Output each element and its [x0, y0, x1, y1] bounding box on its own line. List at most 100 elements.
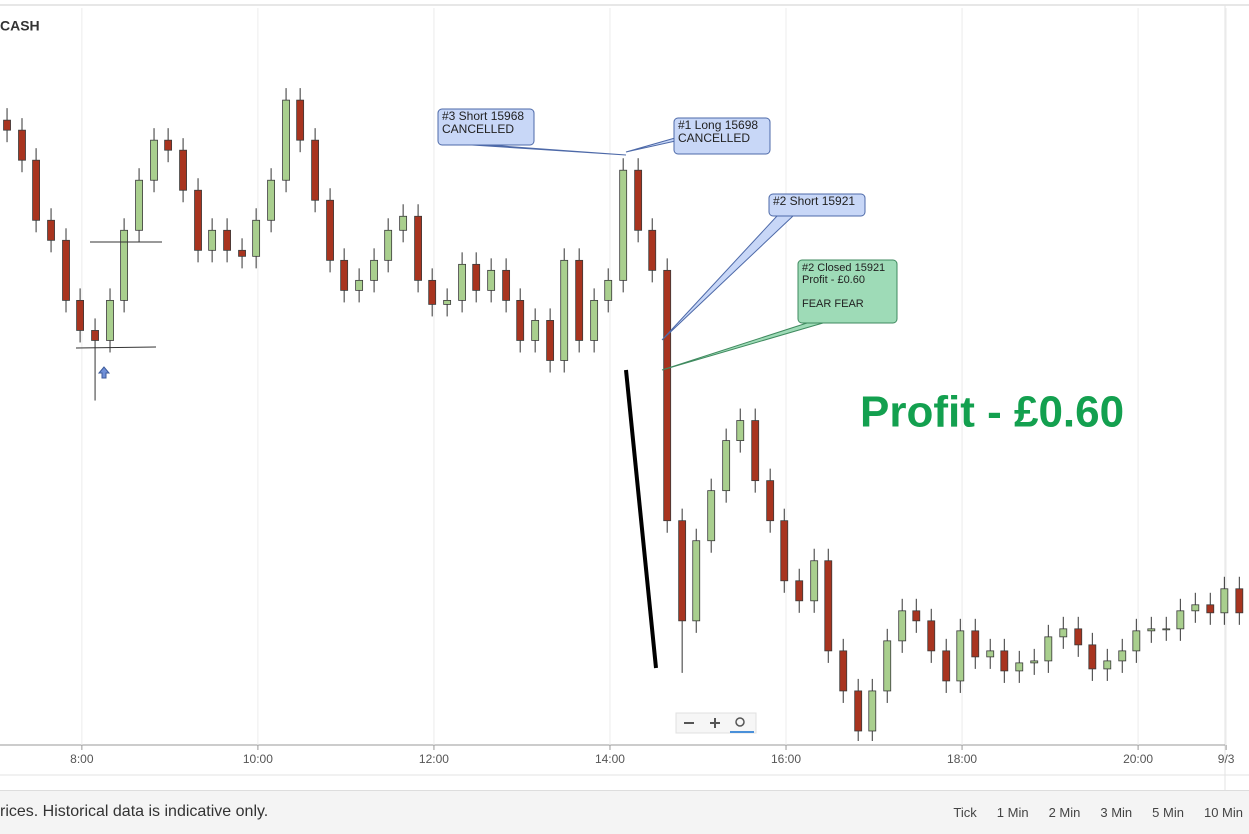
- interval-button[interactable]: Tick: [953, 805, 977, 820]
- annotation-box: [673, 117, 771, 155]
- candle-body: [707, 490, 716, 542]
- candle-body: [1044, 636, 1053, 662]
- candle-body: [824, 560, 833, 652]
- candle-body: [370, 259, 378, 281]
- candle-body: [91, 330, 99, 341]
- candle-body: [531, 320, 540, 341]
- candle-body: [868, 690, 877, 732]
- candle-body: [692, 540, 701, 622]
- annotation-text: #2 Short 15921: [773, 194, 855, 208]
- candle-body: [898, 610, 907, 642]
- candle-body: [810, 560, 819, 602]
- annotation-pointer: [661, 215, 795, 341]
- candle-body: [883, 640, 892, 692]
- candle-body: [1147, 628, 1156, 632]
- interval-button[interactable]: 2 Min: [1048, 805, 1081, 820]
- candle-body: [942, 650, 951, 682]
- candle-body: [135, 179, 143, 231]
- candle-body: [414, 215, 422, 281]
- candle-body: [854, 690, 863, 732]
- candle-body: [502, 269, 511, 301]
- zoom-reset[interactable]: [735, 717, 745, 727]
- candle-body: [575, 259, 584, 341]
- candle-body: [340, 259, 349, 291]
- x-tick-label: 8:00: [70, 752, 94, 766]
- candle-body: [1176, 610, 1185, 630]
- annotation-pointer: [471, 144, 627, 156]
- candle-body: [780, 520, 789, 582]
- candle-body: [311, 139, 320, 201]
- candle-body: [956, 630, 965, 682]
- annotation-box: [437, 108, 535, 146]
- candle-body: [1191, 604, 1200, 612]
- candle-body: [604, 279, 613, 301]
- annotation-box: [797, 259, 898, 324]
- candle-body: [927, 620, 936, 652]
- x-tick-label: 9/3: [1218, 752, 1235, 766]
- candle-body: [3, 119, 11, 131]
- candle-body: [560, 259, 569, 361]
- candle-body: [1088, 644, 1097, 670]
- candle-body: [267, 179, 276, 221]
- candle-body: [443, 299, 452, 305]
- candle-body: [194, 189, 202, 251]
- candle-body: [516, 299, 525, 341]
- x-tick-label: 20:00: [1123, 752, 1153, 766]
- candle-body: [106, 299, 114, 341]
- candle-body: [663, 269, 672, 522]
- candle-body: [399, 215, 408, 231]
- chart: CASH 8:00 10:00 12:00 14:00 16:00 18:00 20:00 9…: [0, 4, 1249, 790]
- candle-body: [428, 279, 437, 305]
- candle-body: [326, 199, 334, 261]
- disclaimer: rices. Historical data is indicative onl…: [0, 803, 269, 820]
- candle-body: [487, 269, 496, 291]
- x-tick-label: 18:00: [947, 752, 977, 766]
- annotation-text: FEAR FEAR: [802, 298, 864, 310]
- annotation-text: #1 Long 15698: [678, 118, 758, 132]
- candle-body: [76, 299, 84, 331]
- candle-body: [648, 229, 657, 271]
- zoom-controls[interactable]: [675, 712, 757, 734]
- annotation-box: [768, 193, 866, 217]
- candle-body: [1074, 628, 1083, 646]
- candle-body: [1015, 662, 1024, 672]
- candle-body: [546, 320, 555, 361]
- annotation-text: #3 Short 15968: [442, 109, 524, 123]
- candle-body: [208, 229, 217, 251]
- candle-body: [839, 650, 848, 692]
- interval-button[interactable]: 5 Min: [1152, 805, 1184, 820]
- candle-body: [1118, 650, 1127, 662]
- candle-body: [296, 99, 305, 141]
- candle-body: [252, 219, 261, 257]
- candle-body: [32, 159, 40, 221]
- drawn-trend-line: [624, 369, 658, 669]
- candle-body: [1235, 588, 1244, 614]
- candle-body: [164, 139, 173, 151]
- profit-text: Profit - £0.60: [860, 388, 1124, 437]
- annotation-pointer: [661, 322, 824, 371]
- interval-button[interactable]: 1 Min: [996, 805, 1029, 820]
- candle-body: [634, 169, 643, 231]
- interval-button[interactable]: 10 Min: [1203, 805, 1243, 820]
- candle-body: [590, 299, 599, 341]
- candle-body: [766, 480, 775, 522]
- candle-body: [971, 630, 980, 658]
- candle-body: [282, 99, 290, 181]
- x-tick-label: 16:00: [771, 752, 801, 766]
- candle-body: [1030, 660, 1039, 664]
- chart-title: CASH: [0, 18, 40, 34]
- candle-body: [1059, 628, 1068, 638]
- candle-body: [1000, 650, 1009, 672]
- candle-body: [912, 610, 921, 622]
- candle-body: [355, 279, 364, 291]
- candle-body: [238, 249, 246, 257]
- interval-button[interactable]: 3 Min: [1100, 805, 1133, 820]
- candle-body: [472, 263, 481, 291]
- candle-body: [458, 263, 467, 301]
- footer: rices. Historical data is indicative onl…: [0, 790, 1249, 834]
- candle-body: [1103, 660, 1112, 670]
- candle-body: [1206, 604, 1215, 614]
- candle-body: [736, 420, 745, 441]
- candle-body: [120, 229, 129, 301]
- interval-buttons: Tick 1 Min 2 Min 3 Min 5 Min 10 Min: [953, 805, 1243, 820]
